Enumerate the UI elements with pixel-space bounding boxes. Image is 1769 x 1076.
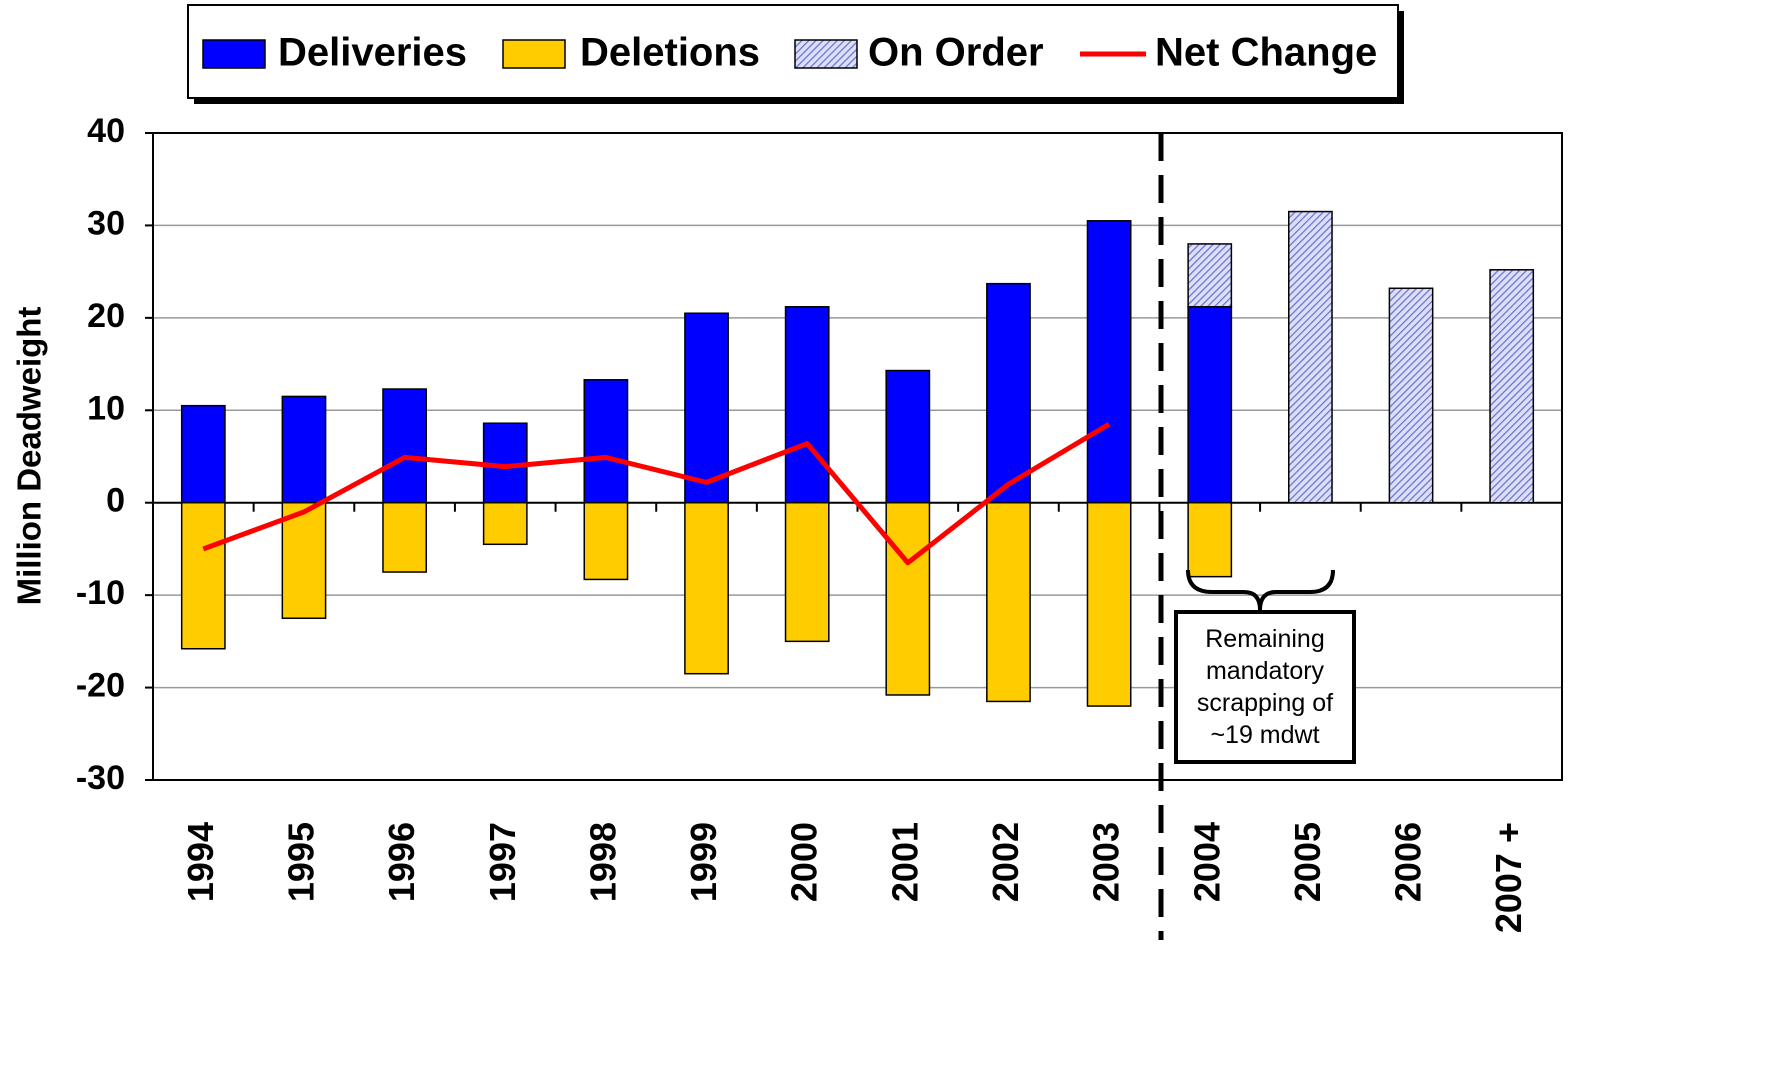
bar	[1086, 220, 1132, 504]
y-tick-label: -30	[76, 759, 125, 797]
y-tick-label: 0	[106, 482, 125, 520]
bar	[986, 501, 1031, 703]
bar	[281, 395, 327, 504]
y-tick-label: 10	[87, 389, 125, 427]
x-tick-label: 2000	[784, 822, 825, 902]
bar	[1086, 501, 1132, 707]
y-tick-label: 40	[87, 112, 125, 150]
x-tick-label: 1998	[582, 822, 623, 902]
bar	[684, 312, 729, 504]
legend-label: On Order	[868, 31, 1044, 75]
bar	[885, 369, 931, 504]
y-axis-title: Million Deadweight	[11, 307, 48, 606]
x-tick-label: 1997	[482, 822, 523, 902]
bar	[784, 501, 830, 643]
y-tick-label: 30	[87, 204, 125, 242]
x-tick-label: 2003	[1086, 822, 1127, 902]
bar	[1187, 306, 1233, 504]
x-tick-label: 2001	[884, 822, 925, 902]
x-tick-label: 2002	[985, 822, 1026, 902]
x-tick-label: 2004	[1186, 822, 1227, 902]
bar	[1388, 287, 1434, 504]
plot-frame	[152, 132, 1563, 781]
bar	[1187, 243, 1233, 308]
x-tick-label: 2006	[1388, 822, 1429, 902]
x-tick-label: 2007 +	[1488, 822, 1529, 933]
bar	[382, 501, 427, 573]
x-tick-label: 1999	[683, 822, 724, 902]
bar	[885, 501, 931, 696]
bar	[684, 501, 729, 675]
bar	[482, 501, 528, 546]
legend-swatch	[502, 39, 566, 69]
annotation: Remaining mandatory scrapping of ~19 mdw…	[1174, 610, 1356, 764]
bar	[180, 501, 226, 650]
bar	[1489, 269, 1535, 504]
y-tick-label: -20	[76, 667, 125, 705]
bar	[583, 379, 629, 504]
bar	[784, 306, 830, 504]
bar	[281, 501, 327, 620]
legend	[187, 4, 1399, 99]
line	[202, 422, 1111, 566]
x-tick-label: 1996	[381, 822, 422, 902]
bar	[1187, 501, 1233, 578]
legend-swatch	[202, 39, 266, 69]
x-tick-label: 2005	[1287, 822, 1328, 902]
legend-swatch	[794, 39, 858, 69]
bar	[986, 282, 1031, 504]
bar	[1288, 210, 1333, 504]
x-tick-label: 1995	[280, 822, 321, 902]
legend-label: Net Change	[1155, 31, 1377, 75]
legend-label: Deletions	[580, 31, 760, 75]
bar	[180, 404, 226, 504]
bar	[583, 501, 629, 581]
y-tick-label: -10	[76, 574, 125, 612]
x-tick-label: 1994	[180, 822, 221, 902]
bar	[382, 388, 427, 504]
y-tick-label: 20	[87, 297, 125, 335]
legend-label: Deliveries	[278, 31, 467, 75]
